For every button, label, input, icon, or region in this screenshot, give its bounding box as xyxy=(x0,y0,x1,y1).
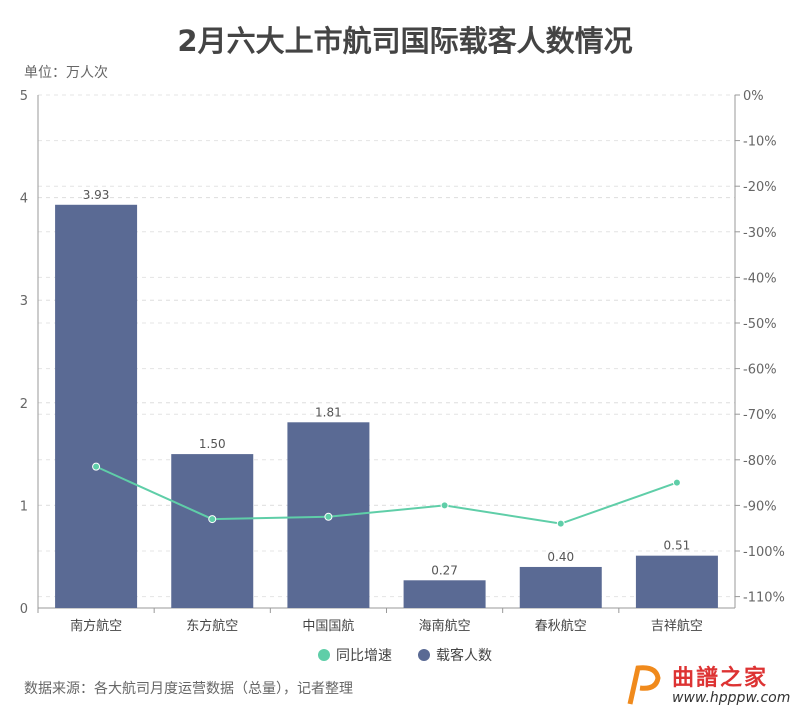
source-note: 数据来源：各大航司月度运营数据（总量），记者整理 xyxy=(24,681,353,697)
bar-value-label: 0.51 xyxy=(664,539,691,553)
legend: 同比增速 载客人数 xyxy=(0,645,810,665)
legend-bar-swatch xyxy=(418,649,430,661)
growth-line xyxy=(95,465,678,525)
bar-海南航空 xyxy=(403,580,486,608)
bar-value-label: 1.81 xyxy=(315,405,342,419)
left-tick-label: 3 xyxy=(20,294,28,309)
left-tick-label: 2 xyxy=(20,397,28,412)
right-tick-label: 0% xyxy=(743,89,764,104)
growth-point-吉祥航空 xyxy=(672,478,681,487)
right-tick-label: -110% xyxy=(743,591,785,606)
chart-title: 2月六大上市航司国际载客人数情况 xyxy=(177,24,633,58)
x-tick-label: 东方航空 xyxy=(186,618,238,634)
bar-吉祥航空 xyxy=(635,555,718,608)
watermark: 曲譜之家 www.hpppw.com xyxy=(620,660,800,712)
bar-value-label: 0.27 xyxy=(431,563,458,577)
legend-item-growth[interactable]: 同比增速 xyxy=(318,645,392,665)
watermark-name: 曲譜之家 xyxy=(672,666,769,691)
growth-point-东方航空 xyxy=(208,515,217,524)
bar-东方航空 xyxy=(171,454,254,608)
right-tick-label: -90% xyxy=(743,499,777,514)
right-tick-label: -60% xyxy=(743,363,777,378)
bar-value-label: 3.93 xyxy=(83,188,110,202)
left-tick-label: 0 xyxy=(20,602,28,617)
x-tick-label: 中国国航 xyxy=(302,618,354,634)
x-tick-label: 吉祥航空 xyxy=(651,618,703,634)
right-tick-label: -40% xyxy=(743,271,777,286)
right-tick-label: -10% xyxy=(743,135,777,150)
right-tick-label: -30% xyxy=(743,226,777,241)
growth-point-中国国航 xyxy=(324,512,333,521)
watermark-logo-icon xyxy=(627,665,661,705)
growth-point-南方航空 xyxy=(92,462,101,471)
growth-point-春秋航空 xyxy=(556,519,565,528)
left-tick-label: 1 xyxy=(20,499,28,514)
legend-label: 同比增速 xyxy=(336,648,392,664)
legend-label: 载客人数 xyxy=(436,648,492,664)
x-tick-label: 南方航空 xyxy=(70,618,122,634)
right-tick-label: -70% xyxy=(743,408,777,423)
left-tick-label: 5 xyxy=(20,89,28,104)
left-tick-label: 4 xyxy=(20,192,28,207)
right-tick-label: -50% xyxy=(743,317,777,332)
x-tick-label: 春秋航空 xyxy=(535,618,587,634)
bar-value-label: 0.40 xyxy=(547,550,574,564)
legend-line-swatch xyxy=(318,649,330,661)
x-tick-label: 海南航空 xyxy=(419,618,471,634)
right-tick-label: -20% xyxy=(743,180,777,195)
right-tick-label: -100% xyxy=(743,545,785,560)
legend-item-passengers[interactable]: 载客人数 xyxy=(418,645,492,665)
bar-春秋航空 xyxy=(519,566,602,608)
bar-南方航空 xyxy=(55,204,138,609)
growth-point-海南航空 xyxy=(440,501,449,510)
bar-value-label: 1.50 xyxy=(199,437,226,451)
right-tick-label: -80% xyxy=(743,454,777,469)
watermark-url: www.hpppw.com xyxy=(672,690,791,706)
unit-label: 单位：万人次 xyxy=(24,65,108,81)
